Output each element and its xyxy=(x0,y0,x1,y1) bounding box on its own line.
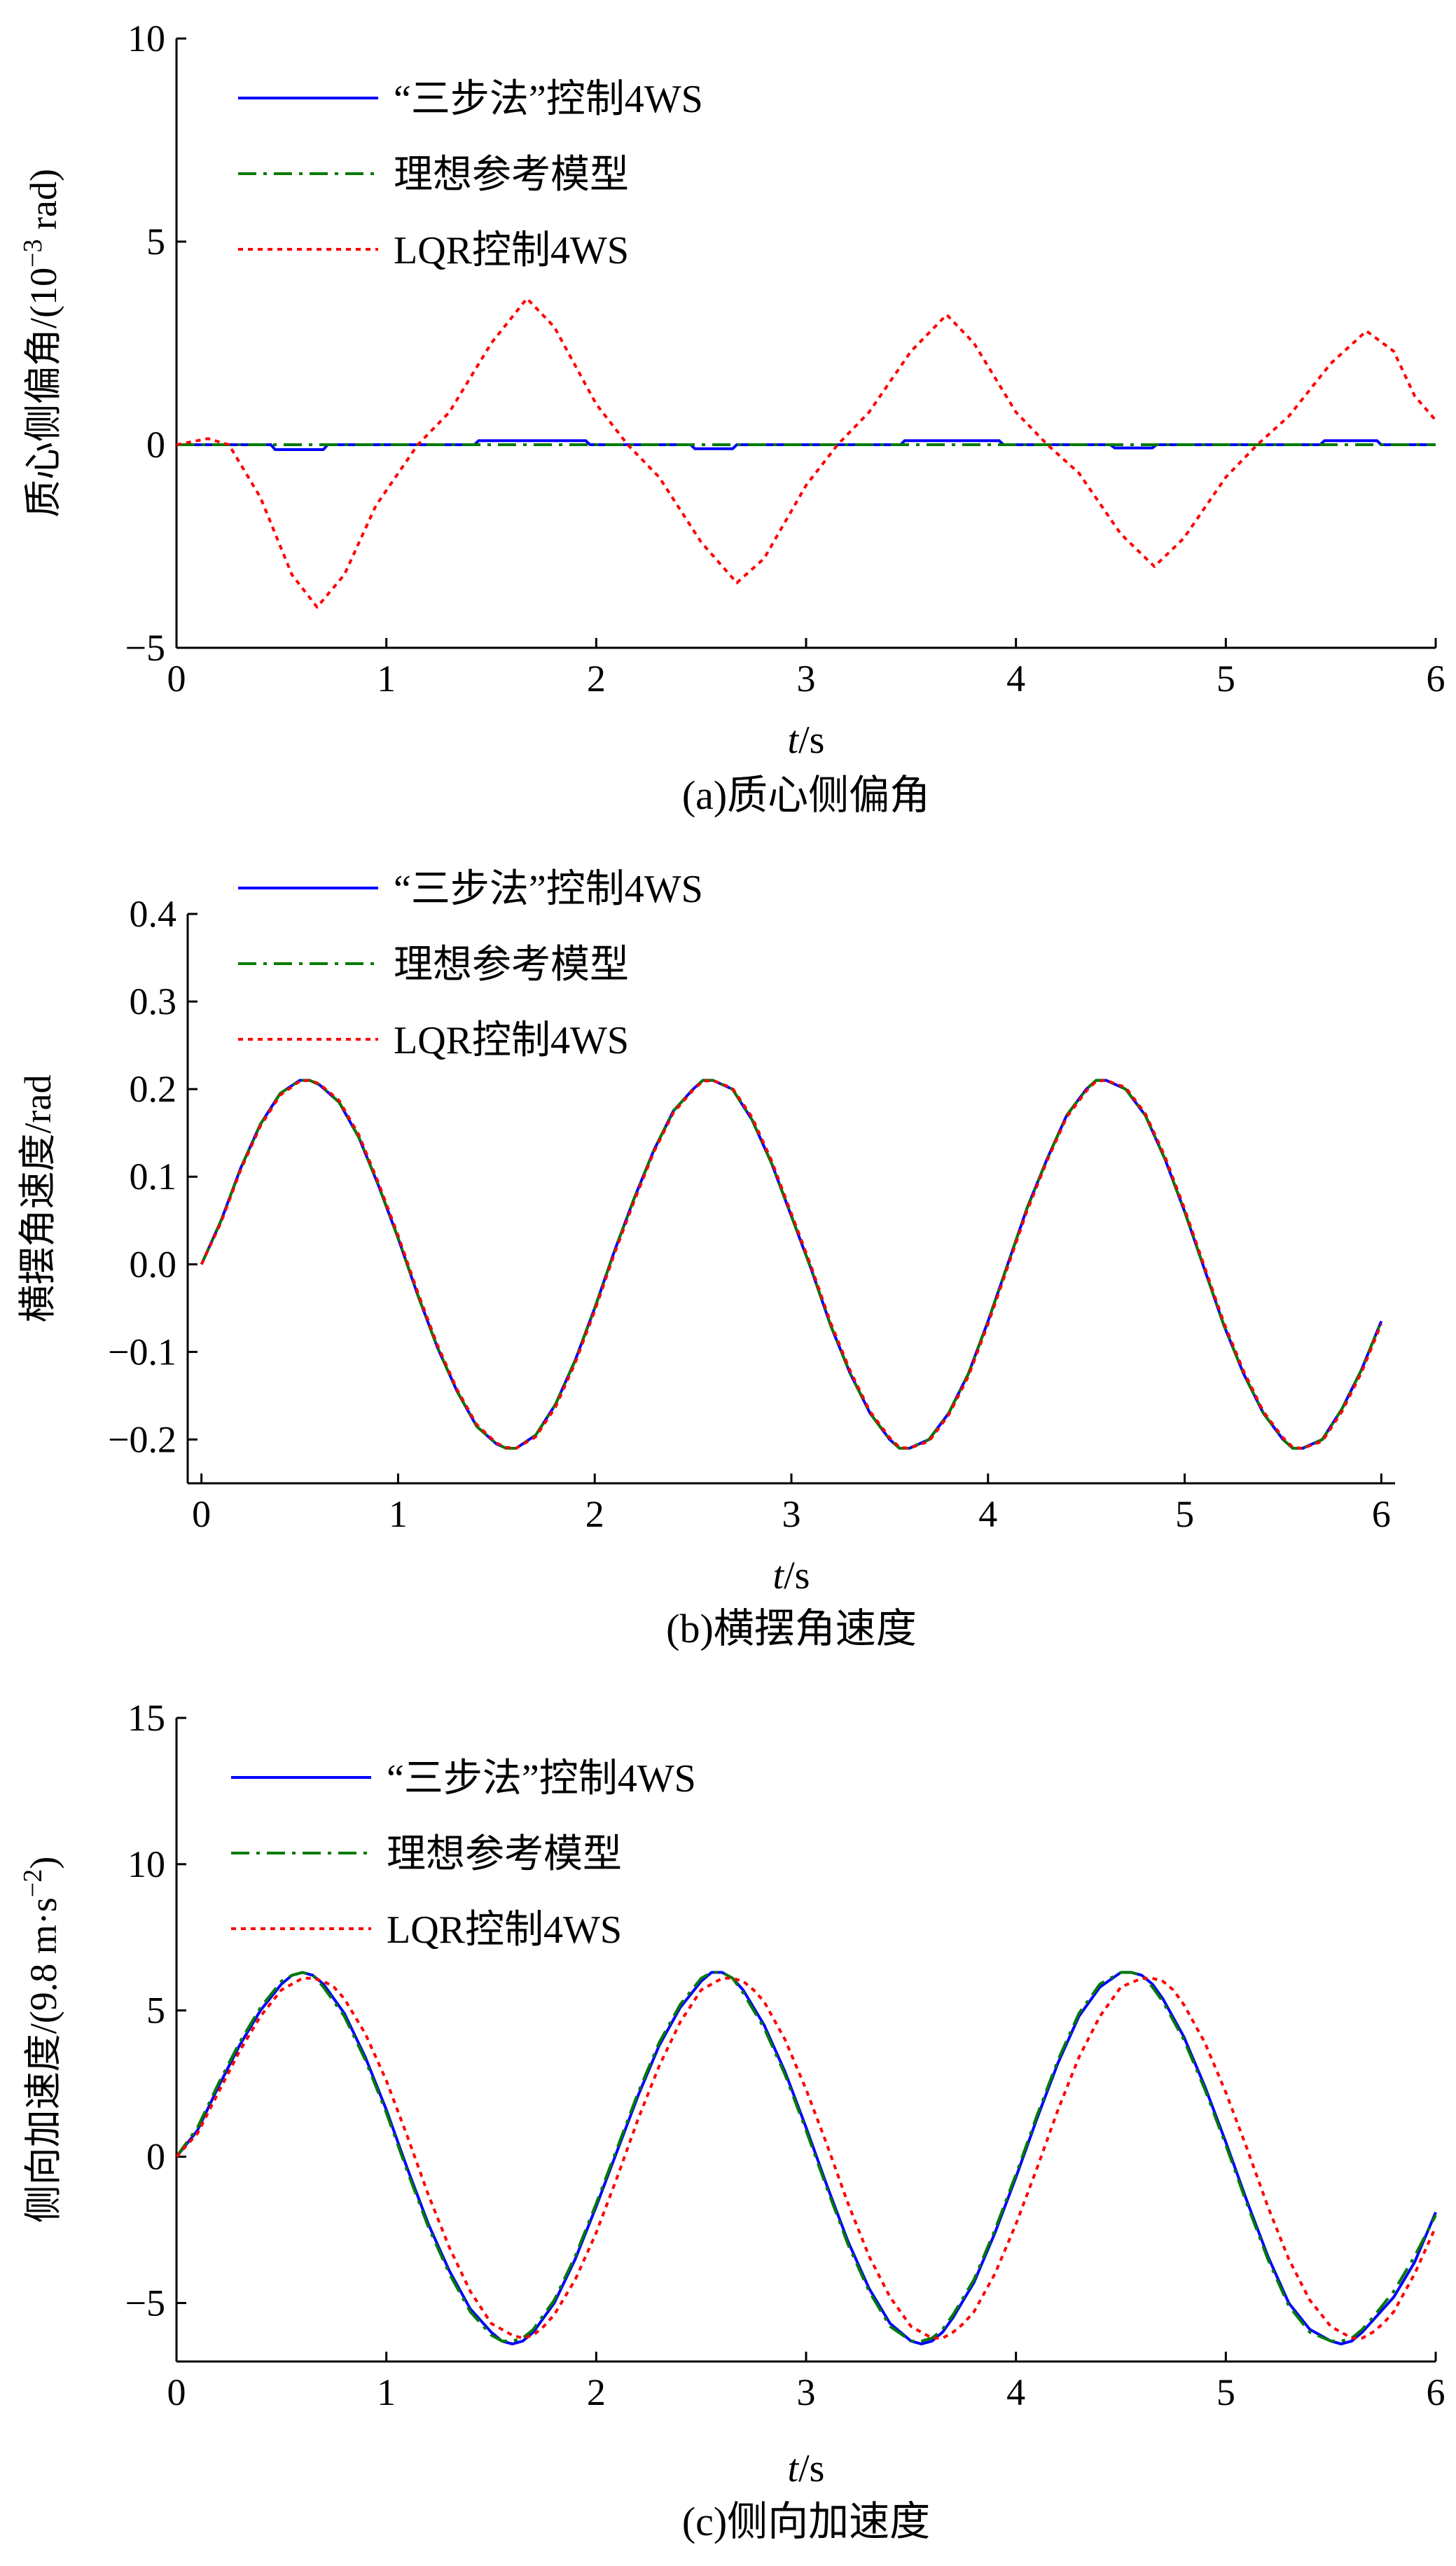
legend-label-3: LQR控制4WS xyxy=(387,1908,622,1952)
x-tick-label: 0 xyxy=(167,658,186,700)
panel-caption: (a)质心侧偏角 xyxy=(682,772,930,818)
x-axis-label: t/s xyxy=(788,2447,825,2490)
y-tick-label: 0.1 xyxy=(130,1156,177,1198)
x-tick-label: 4 xyxy=(978,1493,997,1535)
y-tick-label: 10 xyxy=(127,18,165,60)
x-axis-label: t/s xyxy=(788,719,825,762)
x-tick-label: 2 xyxy=(587,658,606,700)
series-line-3 xyxy=(200,1079,1383,1450)
x-tick-label: 3 xyxy=(797,2371,816,2413)
legend-label-1: “三步法”控制4WS xyxy=(387,1757,696,1801)
series-line-3 xyxy=(176,1976,1437,2340)
y-tick-label: 0 xyxy=(146,424,165,466)
y-tick-label: 5 xyxy=(146,1990,165,2032)
legend-label-2: 理想参考模型 xyxy=(394,943,629,987)
legend-label-1: “三步法”控制4WS xyxy=(394,78,703,121)
x-tick-label: 1 xyxy=(389,1493,408,1535)
x-tick-label: 0 xyxy=(192,1493,211,1535)
x-tick-label: 5 xyxy=(1175,1493,1194,1535)
series-line-1 xyxy=(176,1971,1437,2345)
y-tick-label: 0.4 xyxy=(130,893,177,935)
x-tick-label: 4 xyxy=(1006,2371,1025,2413)
y-tick-label: 15 xyxy=(127,1697,165,1739)
x-tick-label: 6 xyxy=(1427,658,1445,700)
chart-panel-2: 0 1 2 3 4 5 6 −0.2 −0.1 0.0 0.1 0.2 0.3 0.4 “三步法”控制4WS… xyxy=(17,868,1395,1651)
x-tick-label: 2 xyxy=(585,1493,604,1535)
x-tick-label: 3 xyxy=(782,1493,801,1535)
legend-label-2: 理想参考模型 xyxy=(394,153,629,197)
y-axis-label: 侧向加速度/(9.8 m·s−2) xyxy=(18,1857,64,2223)
x-tick-label: 5 xyxy=(1216,658,1235,700)
y-tick-label: 0.0 xyxy=(130,1243,177,1285)
y-tick-label: 10 xyxy=(127,1843,165,1885)
series-line-1 xyxy=(200,1079,1383,1450)
legend-label-3: LQR控制4WS xyxy=(394,229,629,272)
y-tick-label: −0.2 xyxy=(108,1418,176,1460)
y-tick-label: 0.3 xyxy=(130,980,177,1022)
y-axis-label: 质心侧偏角/(10−3 rad) xyxy=(18,169,64,518)
x-tick-label: 5 xyxy=(1216,2371,1235,2413)
x-tick-label: 0 xyxy=(167,2371,186,2413)
x-tick-label: 4 xyxy=(1006,658,1025,700)
y-tick-label: −0.1 xyxy=(108,1331,176,1373)
series-line-2 xyxy=(200,1079,1383,1450)
x-tick-label: 6 xyxy=(1372,1493,1391,1535)
x-tick-label: 6 xyxy=(1427,2371,1445,2413)
x-tick-label: 2 xyxy=(587,2371,606,2413)
legend-label-1: “三步法”控制4WS xyxy=(394,868,703,911)
y-tick-label: 0.2 xyxy=(130,1068,177,1110)
y-axis-label: 横摆角速度/rad xyxy=(17,1075,59,1323)
y-tick-label: −5 xyxy=(125,2282,165,2324)
chart-panel-3: 0 1 2 3 4 5 6 −5 0 5 10 15 “三步法”控制4WS 理想参考模型 LQR控制4WS 侧… xyxy=(18,1697,1445,2544)
panel-caption: (b)横摆角速度 xyxy=(666,1606,917,1651)
series-line-3 xyxy=(176,297,1437,609)
x-tick-label: 3 xyxy=(797,658,816,700)
y-tick-label: 5 xyxy=(146,221,165,263)
legend: “三步法”控制4WS 理想参考模型 LQR控制4WS xyxy=(231,1757,696,1952)
legend-label-3: LQR控制4WS xyxy=(394,1019,629,1062)
panel-caption: (c)侧向加速度 xyxy=(682,2499,930,2544)
y-tick-label: 0 xyxy=(146,2136,165,2178)
y-tick-label: −5 xyxy=(125,627,165,669)
chart-panel-1: 0 1 2 3 4 5 6−50510“三步法”控制4WS理想参考模型LQR控制4WS质心侧… xyxy=(18,18,1445,818)
legend: “三步法”控制4WS 理想参考模型 LQR控制4WS xyxy=(238,868,703,1062)
legend: “三步法”控制4WS 理想参考模型 LQR控制4WS xyxy=(238,78,703,272)
legend-label-2: 理想参考模型 xyxy=(387,1833,622,1876)
x-tick-label: 1 xyxy=(377,658,396,700)
series-line-2 xyxy=(176,1971,1437,2343)
x-tick-label: 1 xyxy=(377,2371,396,2413)
x-axis-label: t/s xyxy=(773,1554,810,1597)
